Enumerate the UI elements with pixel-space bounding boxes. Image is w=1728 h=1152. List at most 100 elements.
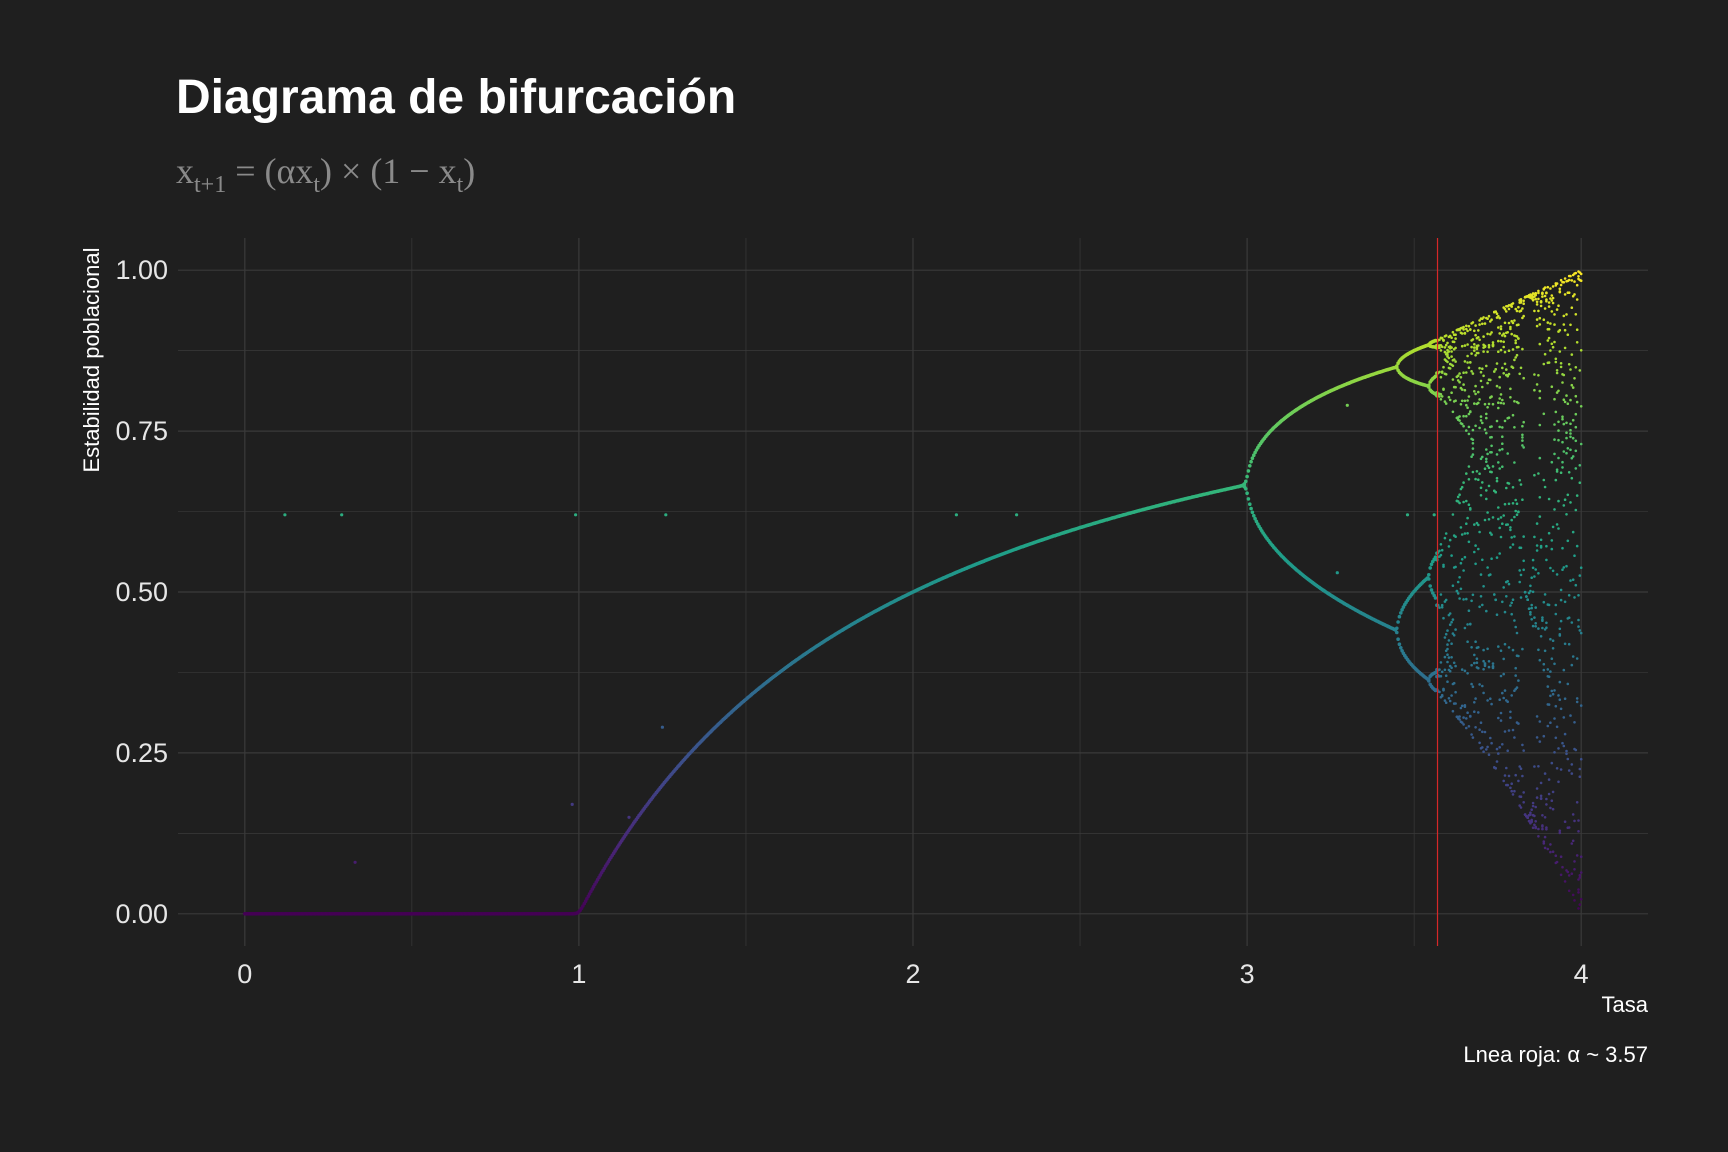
data-point [1533,535,1536,539]
data-point [1533,814,1536,818]
data-point [1475,470,1479,473]
data-point [1246,469,1251,473]
data-point [1549,637,1552,641]
data-point [1477,711,1480,714]
data-point [1471,470,1475,474]
data-point [1481,481,1484,484]
data-point [1481,684,1484,688]
data-point [1474,697,1477,700]
data-point [1514,666,1517,670]
data-point [1537,827,1540,831]
data-point [1481,421,1484,425]
data-point [1573,293,1576,296]
data-point [1517,401,1520,405]
data-point [1530,603,1533,607]
data-point [1477,666,1480,670]
data-point [1458,576,1461,579]
data-point [1487,753,1491,756]
data-point [1578,481,1582,485]
data-point [1487,660,1491,663]
data-point [1550,547,1554,551]
data-point [1575,801,1579,804]
data-point [1498,448,1501,452]
data-point [1509,546,1512,549]
data-point [1559,873,1563,877]
data-point [1535,318,1539,321]
data-point [1499,516,1503,519]
data-point [1479,370,1483,374]
data-point [1578,876,1582,879]
data-point [1566,682,1570,686]
data-point [1546,321,1550,324]
data-point [1477,329,1480,332]
data-point [1553,397,1556,401]
x-tick-labels: 0 1 2 3 4 [237,959,1588,989]
data-point [1573,377,1576,380]
data-point [1486,406,1489,409]
data-point [1498,526,1501,530]
data-point [1487,314,1491,318]
data-point [1486,511,1489,514]
data-point [1454,337,1457,340]
data-point [1503,334,1507,338]
data-point [1458,501,1461,505]
data-point [1549,694,1552,698]
data-point [1559,283,1563,287]
data-point [1533,823,1536,827]
data-point [1446,629,1449,632]
data-point [1479,494,1483,497]
data-point [1535,544,1539,547]
data-point [1530,618,1533,621]
data-point [1510,789,1513,793]
data-point [1539,304,1543,308]
data-point [1439,661,1443,664]
data-point [1495,476,1499,480]
data-point [1557,780,1560,784]
data-point [1486,464,1489,468]
data-point [1475,657,1479,660]
data-point [1535,300,1539,304]
data-point [1444,334,1448,337]
y-tick-label: 0.25 [115,738,168,768]
data-point [1474,640,1477,643]
data-point [1501,743,1504,746]
data-point [1545,803,1548,806]
data-point [1534,622,1537,625]
data-point [1485,431,1488,435]
data-point [1473,550,1476,554]
data-point [1452,358,1456,361]
data-point [1561,415,1564,419]
data-point [1567,471,1571,474]
data-point [1490,557,1493,560]
data-point [1575,298,1579,301]
data-point [1557,747,1560,750]
data-point [1567,889,1571,893]
data-point [1547,327,1551,331]
data-point [1451,330,1455,334]
data-point [1538,389,1542,393]
data-point [1546,685,1550,688]
data-point [1458,715,1461,718]
data-point [1467,465,1471,468]
data-point [1561,865,1564,869]
data-point [1569,435,1572,439]
data-point [1465,726,1468,730]
data-point [1573,868,1576,871]
data-point [1467,478,1471,481]
data-point [1574,748,1578,752]
data-point [1527,607,1531,610]
data-point [1454,399,1457,403]
data-point [1562,323,1566,326]
data-point [1566,757,1570,761]
data-point [1458,415,1461,418]
data-point [1514,356,1517,359]
data-point [1245,474,1249,479]
data-point [1399,646,1403,650]
data-point [1490,702,1493,706]
data-point [1511,366,1515,370]
data-point [1554,357,1558,361]
data-point [1518,569,1521,572]
data-point [1545,558,1548,562]
data-point [1498,552,1501,555]
data-point [1549,287,1552,290]
